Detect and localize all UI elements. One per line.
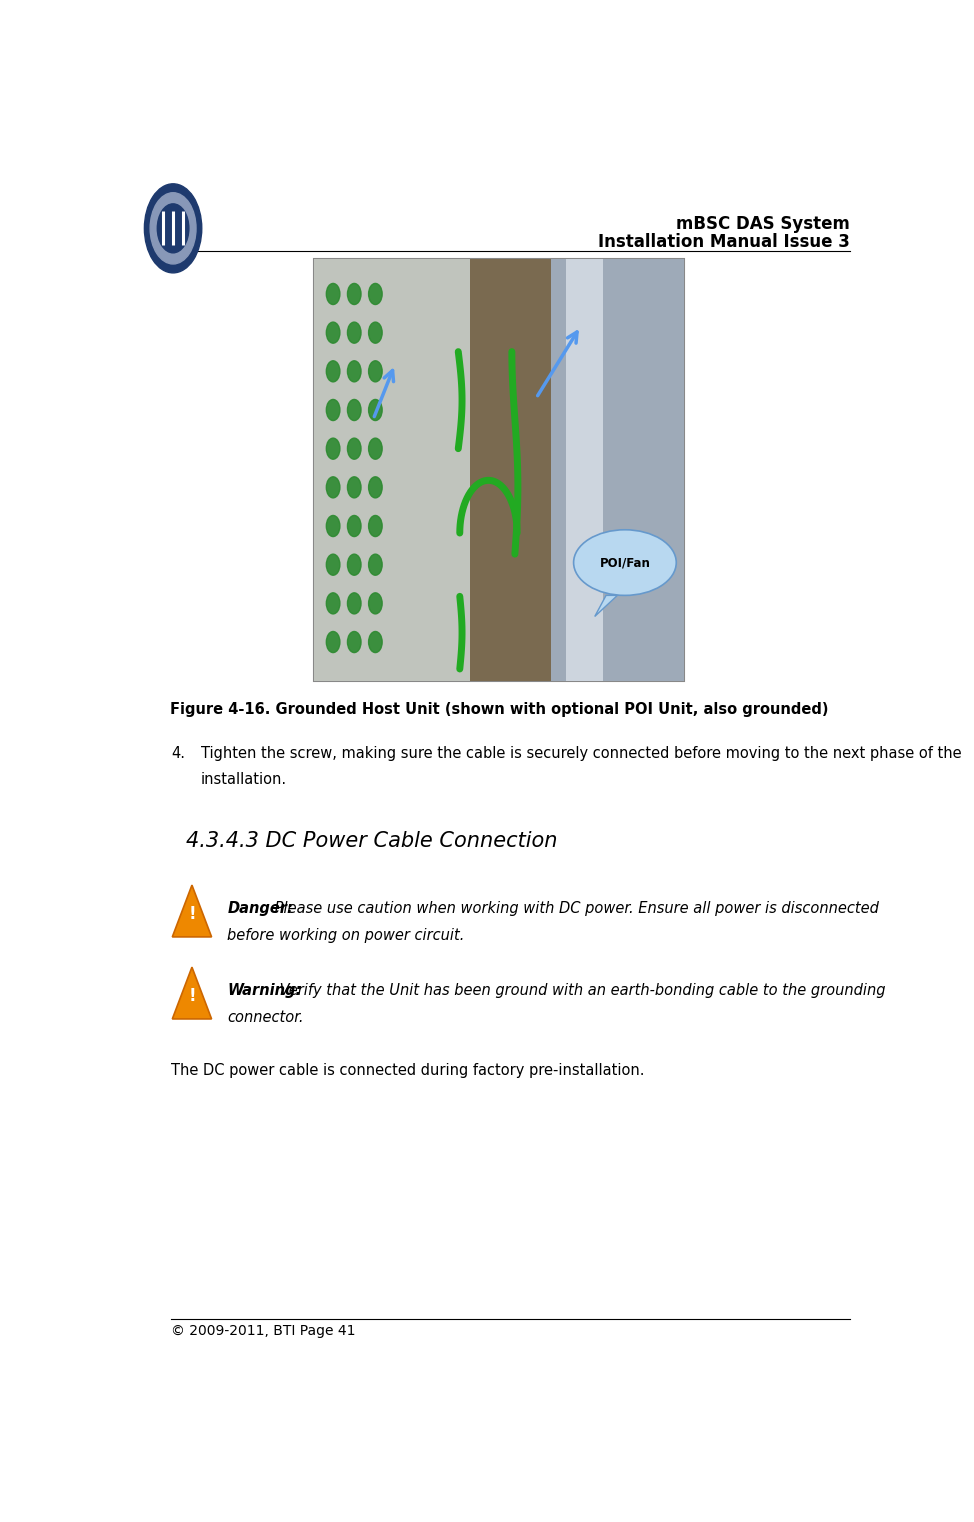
Circle shape bbox=[348, 554, 361, 575]
Circle shape bbox=[326, 438, 340, 460]
Text: Installation Manual Issue 3: Installation Manual Issue 3 bbox=[598, 233, 850, 251]
Circle shape bbox=[368, 283, 382, 304]
Text: 4.3.4.3 DC Power Cable Connection: 4.3.4.3 DC Power Cable Connection bbox=[186, 831, 557, 851]
Text: Danger:: Danger: bbox=[228, 901, 293, 916]
Circle shape bbox=[150, 193, 196, 263]
Text: Verify that the Unit has been ground with an earth-bonding cable to the groundin: Verify that the Unit has been ground wit… bbox=[275, 983, 885, 998]
Circle shape bbox=[326, 594, 340, 613]
Ellipse shape bbox=[574, 530, 676, 595]
Polygon shape bbox=[172, 966, 211, 1018]
Circle shape bbox=[326, 323, 340, 342]
Circle shape bbox=[368, 516, 382, 537]
Text: installation.: installation. bbox=[201, 772, 287, 787]
Text: before working on power circuit.: before working on power circuit. bbox=[228, 928, 465, 944]
Text: Figure 4-16. Grounded Host Unit (shown with optional POI Unit, also grounded): Figure 4-16. Grounded Host Unit (shown w… bbox=[169, 702, 829, 717]
FancyBboxPatch shape bbox=[566, 259, 603, 680]
Circle shape bbox=[368, 632, 382, 653]
Circle shape bbox=[348, 361, 361, 382]
Text: connector.: connector. bbox=[228, 1011, 304, 1024]
Text: 4.: 4. bbox=[170, 746, 185, 761]
Circle shape bbox=[348, 438, 361, 460]
Circle shape bbox=[158, 204, 189, 253]
Circle shape bbox=[348, 594, 361, 613]
Text: !: ! bbox=[188, 906, 196, 922]
Polygon shape bbox=[595, 595, 618, 616]
Circle shape bbox=[144, 184, 202, 272]
Polygon shape bbox=[172, 886, 211, 938]
Circle shape bbox=[368, 361, 382, 382]
Circle shape bbox=[348, 283, 361, 304]
Circle shape bbox=[348, 516, 361, 537]
Circle shape bbox=[326, 516, 340, 537]
Circle shape bbox=[368, 323, 382, 342]
Text: © 2009-2011, BTI Page 41: © 2009-2011, BTI Page 41 bbox=[170, 1324, 356, 1338]
Text: Tighten the screw, making sure the cable is securely connected before moving to : Tighten the screw, making sure the cable… bbox=[201, 746, 961, 761]
Circle shape bbox=[326, 554, 340, 575]
Text: Please use caution when working with DC power. Ensure all power is disconnected: Please use caution when working with DC … bbox=[270, 901, 879, 916]
Circle shape bbox=[326, 476, 340, 498]
Circle shape bbox=[326, 283, 340, 304]
Circle shape bbox=[348, 399, 361, 420]
Circle shape bbox=[326, 361, 340, 382]
FancyBboxPatch shape bbox=[315, 259, 469, 680]
Text: The DC power cable is connected during factory pre-installation.: The DC power cable is connected during f… bbox=[170, 1062, 645, 1078]
FancyBboxPatch shape bbox=[469, 259, 551, 680]
Circle shape bbox=[368, 476, 382, 498]
FancyBboxPatch shape bbox=[315, 259, 684, 680]
Text: mBSC DAS System: mBSC DAS System bbox=[676, 216, 850, 233]
Circle shape bbox=[326, 399, 340, 420]
Text: !: ! bbox=[188, 988, 196, 1005]
Circle shape bbox=[368, 554, 382, 575]
Circle shape bbox=[348, 476, 361, 498]
Circle shape bbox=[348, 632, 361, 653]
Circle shape bbox=[348, 323, 361, 342]
FancyBboxPatch shape bbox=[551, 259, 684, 680]
Circle shape bbox=[326, 632, 340, 653]
Text: Warning:: Warning: bbox=[228, 983, 302, 998]
Circle shape bbox=[368, 594, 382, 613]
Text: POI/Fan: POI/Fan bbox=[599, 556, 651, 569]
Circle shape bbox=[368, 399, 382, 420]
Circle shape bbox=[368, 438, 382, 460]
